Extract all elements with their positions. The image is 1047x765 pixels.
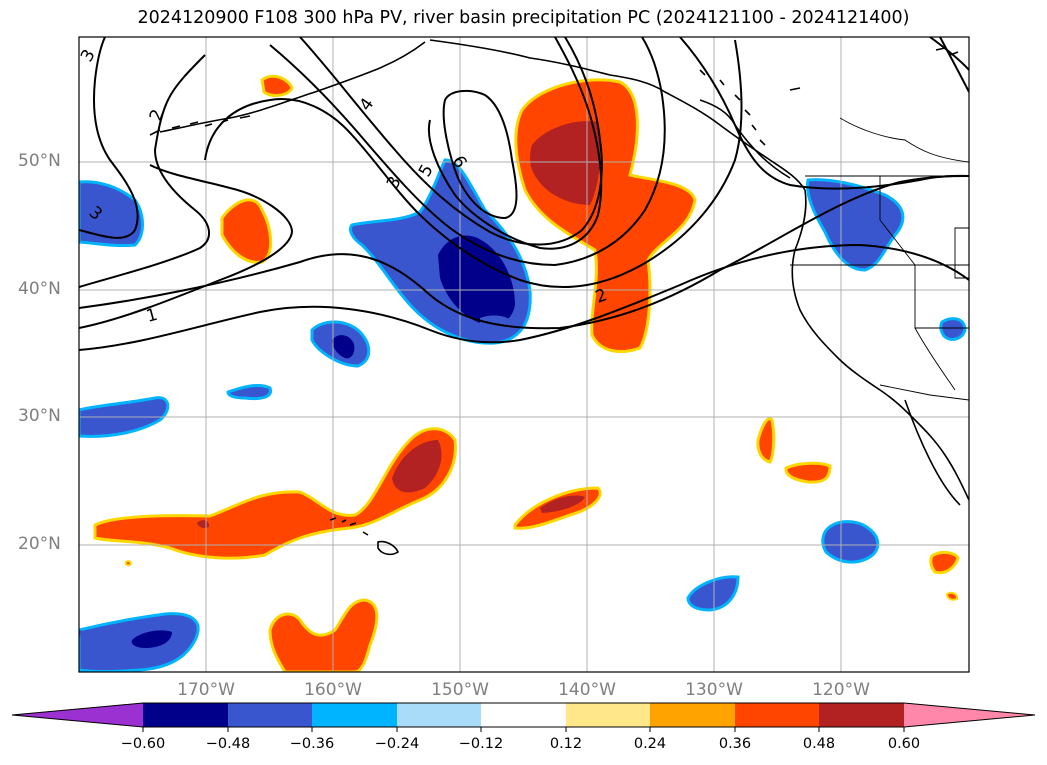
negative-anomaly-southwest-core <box>131 630 172 648</box>
colorbar-tick-label: −0.24 <box>374 736 420 752</box>
positive-anomaly-baja-west <box>784 461 832 484</box>
colorbar-extend-low <box>12 703 143 727</box>
alaska-mainland-coast <box>429 39 806 191</box>
aleutian-islands <box>149 115 251 136</box>
pv-contour-east-1 <box>679 37 969 190</box>
colorbar-ticks <box>142 727 905 732</box>
colorbar-swatch <box>819 703 904 727</box>
positive-anomaly-ne-sliver <box>756 417 776 464</box>
negative-anomaly-far-west-tiny <box>79 630 88 636</box>
lon-label: 140°W <box>558 680 616 700</box>
positive-anomaly-west-blob <box>220 198 273 264</box>
negative-anomaly-tiny-west <box>226 384 272 401</box>
pv-contour-east-3 <box>939 37 969 93</box>
colorbar-tick-label: −0.48 <box>205 736 251 752</box>
coastlines <box>149 39 969 556</box>
state-border-nv-ut <box>954 227 969 279</box>
pv-contour-3-main <box>204 39 743 289</box>
positive-anomaly-south <box>268 598 379 672</box>
colorbar-tick-label: 0.48 <box>802 736 836 752</box>
colorbar-extend-high <box>904 703 1035 727</box>
pv-contour-1-south <box>79 243 969 351</box>
pv-contour-3 <box>79 37 139 239</box>
colorbar-swatch <box>566 703 650 727</box>
colorbar-swatch <box>481 703 566 727</box>
map-frame <box>78 36 970 673</box>
colorbar-tick-label: 0.36 <box>718 736 752 752</box>
province-border <box>839 117 969 163</box>
state-border-az <box>914 327 956 391</box>
positive-anomaly-core-east <box>530 121 601 205</box>
colorbar-tick-label: 0.12 <box>549 736 583 752</box>
map-plot-area: 1 2 2 3 3 3 4 5 6 <box>79 37 969 672</box>
lat-label: 30°N <box>18 406 61 426</box>
colorbar-swatch <box>312 703 397 727</box>
pv-contour-label: 1 <box>144 305 160 327</box>
positive-anomaly-hawaii-band <box>93 427 457 560</box>
colorbar <box>11 702 1036 732</box>
alaska-peninsula-coast <box>159 41 426 133</box>
pv-contour-east-2 <box>929 37 969 71</box>
negative-anomaly-west-edge <box>79 180 144 248</box>
pv-contour-1 <box>79 164 294 329</box>
positive-anomaly-micro <box>124 560 132 567</box>
us-west-coast <box>791 189 969 501</box>
colorbar-swatch <box>650 703 735 727</box>
british-columbia-coast <box>699 99 791 179</box>
map-title: 2024120900 F108 300 hPa PV, river basin … <box>137 8 910 28</box>
lon-label: 120°W <box>812 680 870 700</box>
colorbar-tick-label: 0.60 <box>887 736 921 752</box>
positive-anomaly-mexico-tiny <box>945 591 959 601</box>
lon-label: 130°W <box>685 680 743 700</box>
negative-anomaly-nevada <box>939 317 967 341</box>
pv-contours <box>79 37 969 351</box>
colorbar-tick-label: −0.36 <box>289 736 335 752</box>
colorbar-swatch <box>397 703 481 727</box>
pv-contour-6-outer <box>428 37 603 250</box>
colorbar-tick-label: 0.24 <box>633 736 667 752</box>
graticule <box>79 37 969 672</box>
negative-anomaly-gulf-alaska-core <box>438 235 515 325</box>
positive-anomaly-mexico <box>929 550 960 575</box>
southeast-alaska-islands <box>699 69 766 146</box>
lat-label: 40°N <box>18 279 61 299</box>
negative-anomaly-mid-small-core <box>332 335 355 359</box>
colorbar-swatch <box>735 703 819 727</box>
pv-contour-2 <box>79 54 210 288</box>
lat-label: 50°N <box>18 151 61 171</box>
positive-anomaly-tiny-north <box>260 74 294 97</box>
state-border-mexico <box>879 384 969 401</box>
colorbar-swatch <box>143 703 228 727</box>
colorbar-swatch <box>228 703 312 727</box>
lon-label: 150°W <box>431 680 489 700</box>
pv-contour-2-south <box>79 175 969 330</box>
colorbar-tick-label: −0.12 <box>458 736 504 752</box>
colorbar-tick-label: −0.60 <box>120 736 166 752</box>
political-borders <box>790 117 969 401</box>
positive-anomaly-hawaii-core <box>392 440 442 493</box>
positive-anomaly-small-east-core <box>540 495 585 513</box>
negative-anomaly-east-south <box>686 575 740 612</box>
hawaii-islands <box>329 517 399 556</box>
pv-contour-6 <box>442 89 518 220</box>
lon-label: 170°W <box>177 680 235 700</box>
lat-label: 20°N <box>18 534 61 554</box>
baja-california-coast <box>904 399 961 506</box>
negative-anomaly-baja-south <box>821 520 880 564</box>
lon-label: 160°W <box>304 680 362 700</box>
pv-contour-4 <box>269 37 666 267</box>
